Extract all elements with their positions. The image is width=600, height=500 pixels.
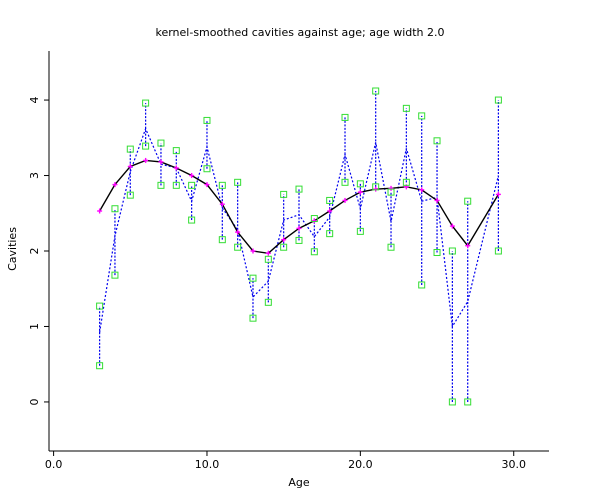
data-point (264, 255, 272, 263)
data-point (203, 165, 211, 173)
data-point (234, 178, 242, 186)
data-point (356, 180, 364, 188)
y-tick-label: 0 (28, 398, 41, 405)
data-point (111, 205, 119, 213)
data-point (157, 139, 165, 147)
data-point (448, 398, 456, 406)
data-point (341, 113, 349, 121)
data-point (433, 137, 441, 145)
smooth-line (99, 159, 499, 255)
data-point (402, 178, 410, 186)
data-point (326, 196, 334, 204)
axes: 0.0 10.0 20.0 30.0 0 1 2 3 4 (28, 51, 549, 471)
data-point (126, 191, 134, 199)
data-point (249, 314, 257, 322)
y-axis-label: Cavities (6, 227, 19, 271)
observation-series (96, 87, 502, 406)
x-tick-label: 0.0 (45, 458, 63, 471)
data-point (356, 227, 364, 235)
data-point (157, 181, 165, 189)
data-point (96, 362, 104, 370)
data-point (249, 274, 257, 282)
data-point (402, 104, 410, 112)
data-point (494, 247, 502, 255)
y-tick-label: 2 (28, 248, 41, 255)
x-axis-label: Age (288, 476, 310, 489)
data-point (295, 236, 303, 244)
data-point (372, 87, 380, 95)
data-point (494, 96, 502, 104)
data-point (418, 281, 426, 289)
data-point (218, 181, 226, 189)
data-point (464, 197, 472, 205)
x-tick-label: 20.0 (348, 458, 373, 471)
data-point (234, 243, 242, 251)
data-point (280, 243, 288, 251)
data-point (310, 248, 318, 256)
local-fit-line (99, 127, 499, 333)
data-point (126, 145, 134, 153)
data-point (203, 116, 211, 124)
data-point (218, 236, 226, 244)
x-tick-label: 30.0 (501, 458, 526, 471)
data-point (295, 185, 303, 193)
y-tick-label: 4 (28, 97, 41, 104)
data-point (387, 188, 395, 196)
data-point (172, 181, 180, 189)
chart-title: kernel-smoothed cavities against age; ag… (155, 26, 444, 39)
data-point (464, 398, 472, 406)
data-point (142, 99, 150, 107)
data-point (387, 243, 395, 251)
data-point (142, 142, 150, 150)
data-point (448, 247, 456, 255)
data-point (188, 216, 196, 224)
data-point (96, 302, 104, 310)
y-tick-label: 1 (28, 323, 41, 330)
data-point (172, 147, 180, 155)
data-point (372, 183, 380, 191)
data-point (341, 178, 349, 186)
data-point (418, 112, 426, 120)
x-tick-label: 10.0 (195, 458, 220, 471)
y-tick-label: 3 (28, 172, 41, 179)
data-point (264, 298, 272, 306)
data-point (310, 215, 318, 223)
data-point (433, 249, 441, 257)
data-point (111, 271, 119, 279)
data-point (280, 190, 288, 198)
smooth-series (97, 157, 501, 256)
data-point (188, 181, 196, 189)
data-point (326, 230, 334, 238)
